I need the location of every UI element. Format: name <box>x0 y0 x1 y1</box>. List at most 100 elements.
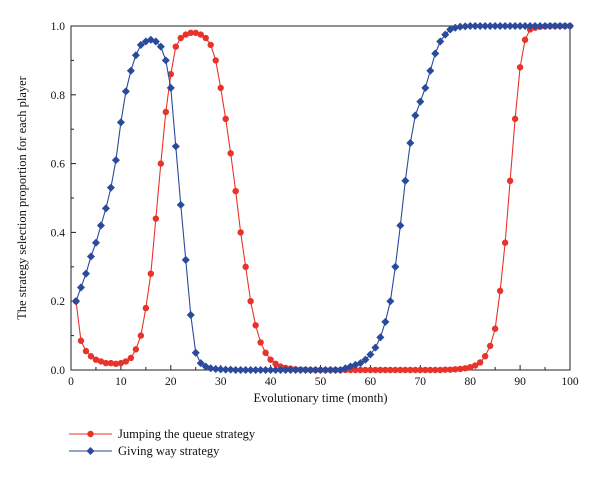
series-giving-way-strategy <box>71 21 575 375</box>
data-point-giving-way-strategy <box>386 297 395 306</box>
data-point-giving-way-strategy <box>211 364 220 373</box>
series-jumping-the-queue-strategy <box>72 22 574 374</box>
x-tick-label: 80 <box>464 376 476 388</box>
data-point-giving-way-strategy <box>146 35 155 44</box>
data-point-jumping-the-queue-strategy <box>157 160 165 167</box>
data-point-giving-way-strategy <box>371 343 380 352</box>
data-point-jumping-the-queue-strategy <box>122 358 130 365</box>
data-point-giving-way-strategy <box>431 49 440 58</box>
x-tick-label: 10 <box>115 376 127 388</box>
x-tick-label: 30 <box>215 376 227 388</box>
data-point-jumping-the-queue-strategy <box>152 215 160 222</box>
plot-frame <box>70 25 571 371</box>
data-point-giving-way-strategy <box>136 40 145 49</box>
data-point-jumping-the-queue-strategy <box>267 356 274 363</box>
data-point-giving-way-strategy <box>161 56 170 65</box>
data-point-giving-way-strategy <box>381 317 390 326</box>
data-point-jumping-the-queue-strategy <box>147 270 155 277</box>
data-point-jumping-the-queue-strategy <box>491 325 499 332</box>
x-tick-label: 40 <box>265 376 277 388</box>
data-point-giving-way-strategy <box>376 333 385 342</box>
data-point-jumping-the-queue-strategy <box>257 339 264 346</box>
series-line-jumping-the-queue-strategy <box>75 25 570 371</box>
data-point-giving-way-strategy <box>76 283 86 292</box>
data-point-giving-way-strategy <box>441 30 450 39</box>
data-point-giving-way-strategy <box>116 118 125 127</box>
data-point-giving-way-strategy <box>101 204 110 213</box>
data-point-giving-way-strategy <box>191 348 200 357</box>
data-point-giving-way-strategy <box>565 21 575 31</box>
y-axis-ticks: 0.0 0.2 0.4 0.6 0.8 1.0 <box>51 21 76 377</box>
data-point-jumping-the-queue-strategy <box>77 337 85 344</box>
legend-item-jumping-the-queue-strategy: Jumping the queue strategy <box>69 427 256 441</box>
data-point-jumping-the-queue-strategy <box>511 115 519 123</box>
x-tick-label: 50 <box>315 376 327 388</box>
data-point-giving-way-strategy <box>216 365 225 374</box>
y-tick-label: 0.0 <box>51 365 66 377</box>
y-tick-label: 0.8 <box>51 90 66 102</box>
data-point-giving-way-strategy <box>171 142 180 151</box>
data-point-jumping-the-queue-strategy <box>471 362 479 369</box>
legend-label: Jumping the queue strategy <box>118 427 256 441</box>
data-point-jumping-the-queue-strategy <box>212 57 219 64</box>
series-line-giving-way-strategy <box>75 25 570 371</box>
data-point-jumping-the-queue-strategy <box>227 150 234 157</box>
data-point-giving-way-strategy <box>151 37 160 46</box>
data-point-giving-way-strategy <box>416 97 425 106</box>
data-point-giving-way-strategy <box>436 37 445 46</box>
data-point-jumping-the-queue-strategy <box>476 359 484 366</box>
data-point-giving-way-strategy <box>96 221 105 230</box>
y-tick-label: 0.4 <box>51 227 66 239</box>
data-point-giving-way-strategy <box>411 111 420 120</box>
data-point-jumping-the-queue-strategy <box>207 41 214 49</box>
data-point-jumping-the-queue-strategy <box>481 353 489 360</box>
data-point-jumping-the-queue-strategy <box>132 346 140 353</box>
data-point-giving-way-strategy <box>131 51 140 60</box>
data-point-giving-way-strategy <box>406 138 415 147</box>
data-point-jumping-the-queue-strategy <box>232 187 239 195</box>
legend-item-giving-way-strategy: Giving way strategy <box>69 444 220 458</box>
x-tick-label: 90 <box>514 376 526 388</box>
y-tick-label: 0.2 <box>51 296 66 308</box>
data-point-giving-way-strategy <box>356 359 365 368</box>
data-point-jumping-the-queue-strategy <box>162 108 170 116</box>
data-point-jumping-the-queue-strategy <box>516 64 524 71</box>
data-point-giving-way-strategy <box>391 262 400 271</box>
data-point-giving-way-strategy <box>366 350 375 359</box>
data-point-jumping-the-queue-strategy <box>252 322 259 329</box>
legend-marker <box>87 430 94 438</box>
data-point-jumping-the-queue-strategy <box>247 298 254 305</box>
data-point-giving-way-strategy <box>71 297 81 306</box>
data-point-jumping-the-queue-strategy <box>87 353 95 360</box>
data-point-jumping-the-queue-strategy <box>82 347 90 355</box>
data-point-jumping-the-queue-strategy <box>137 332 145 339</box>
data-point-giving-way-strategy <box>121 87 130 96</box>
legend-marker <box>86 446 95 456</box>
x-tick-label: 20 <box>165 376 177 388</box>
data-point-jumping-the-queue-strategy <box>197 31 204 38</box>
data-point-jumping-the-queue-strategy <box>177 34 184 42</box>
data-point-jumping-the-queue-strategy <box>127 354 135 362</box>
data-point-giving-way-strategy <box>126 66 135 75</box>
data-point-giving-way-strategy <box>396 221 405 230</box>
data-point-giving-way-strategy <box>111 156 120 165</box>
data-point-giving-way-strategy <box>81 269 90 278</box>
data-point-jumping-the-queue-strategy <box>172 43 179 50</box>
x-tick-label: 60 <box>365 376 377 388</box>
data-point-giving-way-strategy <box>86 252 95 261</box>
x-axis-ticks: 0 10 20 30 40 50 60 70 80 90 100 <box>68 365 579 388</box>
legend: Jumping the queue strategy Giving way str… <box>69 427 256 458</box>
series-layer <box>71 21 575 375</box>
data-point-giving-way-strategy <box>361 355 370 364</box>
y-tick-label: 0.6 <box>51 159 66 171</box>
data-point-jumping-the-queue-strategy <box>506 177 514 185</box>
data-point-giving-way-strategy <box>181 255 190 264</box>
plot-border <box>70 25 571 371</box>
data-point-jumping-the-queue-strategy <box>486 342 494 350</box>
data-point-jumping-the-queue-strategy <box>217 84 224 92</box>
y-axis-label: The strategy selection proportion for ea… <box>15 75 29 319</box>
y-tick-label: 1.0 <box>51 21 66 33</box>
x-tick-label: 100 <box>561 376 579 388</box>
data-point-jumping-the-queue-strategy <box>222 115 229 123</box>
